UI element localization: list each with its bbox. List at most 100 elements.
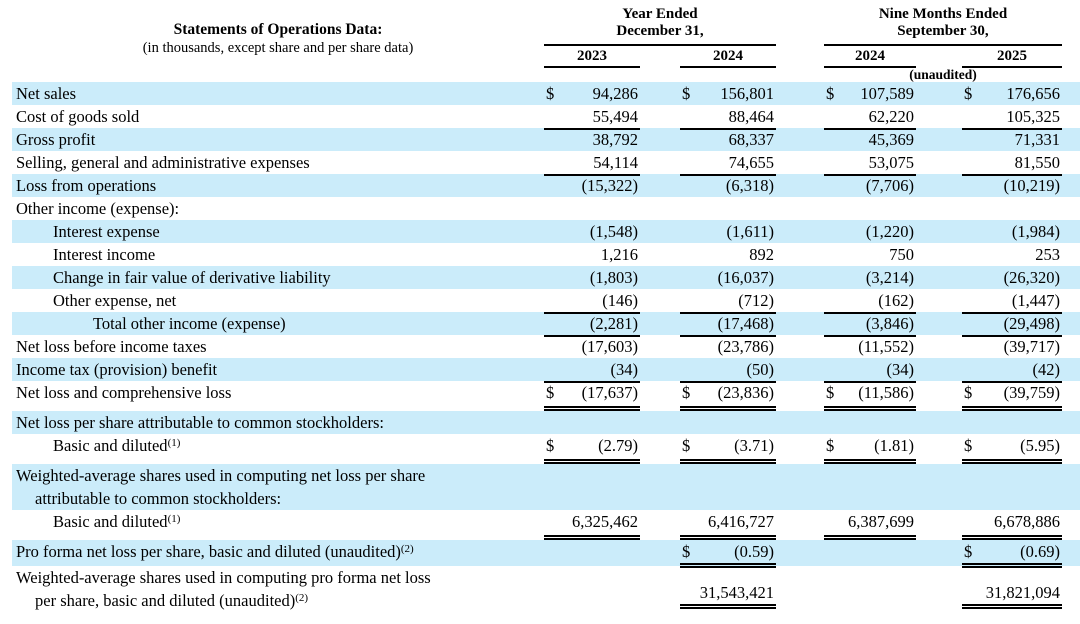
value-cell: (34) xyxy=(544,358,640,383)
value-cell xyxy=(544,197,640,220)
cell-value: (34) xyxy=(886,360,915,379)
cell-value: (2.79) xyxy=(598,436,638,455)
row-label: Income tax (provision) benefit xyxy=(16,360,218,379)
value-cell: (11,552) xyxy=(824,335,916,358)
cell-value: (0.69) xyxy=(1020,542,1060,561)
page-title: Statements of Operations Data: xyxy=(173,21,383,38)
value-cell: (42) xyxy=(962,358,1062,383)
dollar-sign: $ xyxy=(546,436,555,455)
value-cell xyxy=(962,197,1062,220)
footnote-ref: (2) xyxy=(295,592,309,604)
cell-value: (23,786) xyxy=(717,337,774,356)
value-cell: 74,655 xyxy=(680,151,776,176)
cell-value: 176,656 xyxy=(1006,84,1060,103)
dollar-sign: $ xyxy=(682,436,691,455)
table-row: Change in fair value of derivative liabi… xyxy=(12,266,1080,289)
cell-value: (34) xyxy=(610,360,639,379)
dollar-sign: $ xyxy=(964,436,973,455)
value-cell: 68,337 xyxy=(680,128,776,151)
cell-value: (1,984) xyxy=(1011,222,1060,241)
value-cell xyxy=(962,464,1062,510)
value-cell: 53,075 xyxy=(824,151,916,176)
table-row: Other expense, net (146) (712) (162) (1,447) xyxy=(12,289,1080,314)
value-cell: 38,792 xyxy=(544,128,640,151)
column-group-year-ended: Year Ended December 31, xyxy=(544,0,776,46)
cell-value: 253 xyxy=(1035,245,1060,264)
table-row: Cost of goods sold 55,494 88,464 62,220 105,… xyxy=(12,105,1080,130)
value-cell: (6,318) xyxy=(680,174,776,197)
row-label: Pro forma net loss per share, basic and … xyxy=(16,542,414,561)
cell-value: (162) xyxy=(878,291,914,310)
value-cell: $ (39,759) xyxy=(962,381,1062,411)
row-label: Weighted-average shares used in computin… xyxy=(16,466,426,508)
value-cell xyxy=(824,540,916,568)
value-cell: $156,801 xyxy=(680,82,776,105)
row-label: Net sales xyxy=(16,84,77,103)
row-label: Interest income xyxy=(53,245,156,264)
value-cell: (15,322) xyxy=(544,174,640,197)
cell-value: (5.95) xyxy=(1020,436,1060,455)
row-label: Other income (expense): xyxy=(16,199,180,218)
value-cell: 71,331 xyxy=(962,128,1062,151)
rows: Net sales $94,286 $156,801 $107,589 $176,656… xyxy=(0,82,1080,620)
cell-value: 31,821,094 xyxy=(985,583,1060,602)
cell-value: (1,803) xyxy=(589,268,638,287)
cell-value: 88,464 xyxy=(728,107,774,126)
value-cell: $ (11,586) xyxy=(824,381,916,411)
cell-value: (11,552) xyxy=(858,337,914,356)
row-label: Other expense, net xyxy=(53,291,177,310)
dollar-sign: $ xyxy=(682,542,691,561)
value-cell: $107,589 xyxy=(824,82,916,105)
cell-value: (17,603) xyxy=(581,337,638,356)
table-row: Interest income 1,216 892 750 253 xyxy=(12,243,1080,266)
value-cell: (34) xyxy=(824,358,916,383)
table-row: Basic and diluted(1) $ (2.79) $ (3.71) $ (1.81… xyxy=(12,434,1080,464)
value-cell: $ (0.69) xyxy=(962,540,1062,568)
cell-value: (23,836) xyxy=(717,383,774,402)
cell-value: (16,037) xyxy=(717,268,774,287)
cell-value: 6,325,462 xyxy=(572,512,638,531)
value-cell: 45,369 xyxy=(824,128,916,151)
table-row: Total other income (expense) (2,281) (17,4… xyxy=(12,312,1080,337)
value-cell: 31,543,421 xyxy=(680,566,776,609)
value-cell xyxy=(544,464,640,510)
dollar-sign: $ xyxy=(546,383,555,402)
column-group-label-line2: December 31, xyxy=(616,23,704,39)
value-cell: 88,464 xyxy=(680,105,776,130)
value-cell: (23,786) xyxy=(680,335,776,358)
value-cell xyxy=(824,464,916,510)
value-cell xyxy=(544,411,640,434)
cell-value: (1,220) xyxy=(865,222,914,241)
cell-value: 45,369 xyxy=(868,130,914,149)
value-cell: 6,678,886 xyxy=(962,510,1062,540)
cell-value: (712) xyxy=(738,291,774,310)
table-row: Selling, general and administrative expe… xyxy=(12,151,1080,176)
cell-value: 107,589 xyxy=(860,84,914,103)
value-cell: 54,114 xyxy=(544,151,640,176)
value-cell: (1,447) xyxy=(962,289,1062,314)
value-cell: (1,803) xyxy=(544,266,640,289)
cell-value: 6,678,886 xyxy=(994,512,1060,531)
cell-value: (1.81) xyxy=(874,436,914,455)
value-cell: 6,416,727 xyxy=(680,510,776,540)
value-cell: $ (2.79) xyxy=(544,434,640,464)
cell-value: (3,214) xyxy=(865,268,914,287)
cell-value: (3,846) xyxy=(865,314,914,333)
cell-value: (10,219) xyxy=(1003,176,1060,195)
value-cell: $ (23,836) xyxy=(680,381,776,411)
column-group-label-line2: September 30, xyxy=(897,23,989,39)
value-cell: (17,468) xyxy=(680,312,776,337)
row-label: Selling, general and administrative expe… xyxy=(16,153,310,172)
table-row: Other income (expense): xyxy=(12,197,1080,220)
table-row: Interest expense (1,548) (1,611) (1,220) (1,… xyxy=(12,220,1080,243)
value-cell: (29,498) xyxy=(962,312,1062,337)
row-label: Interest expense xyxy=(53,222,160,241)
footnote-ref: (2) xyxy=(400,543,414,555)
value-cell: 6,325,462 xyxy=(544,510,640,540)
value-cell: (146) xyxy=(544,289,640,314)
table-row: Pro forma net loss per share, basic and … xyxy=(12,540,1080,568)
value-cell: (17,603) xyxy=(544,335,640,358)
row-label: Gross profit xyxy=(16,130,96,149)
cell-value: 31,543,421 xyxy=(699,583,774,602)
cell-value: (17,637) xyxy=(581,383,638,402)
